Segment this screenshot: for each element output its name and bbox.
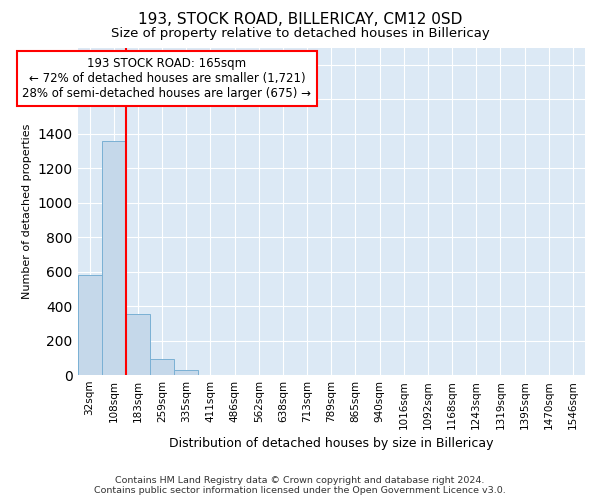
X-axis label: Distribution of detached houses by size in Billericay: Distribution of detached houses by size … [169, 437, 494, 450]
Bar [174, 370, 199, 375]
Text: Contains public sector information licensed under the Open Government Licence v3: Contains public sector information licen… [94, 486, 506, 495]
Y-axis label: Number of detached properties: Number of detached properties [22, 124, 32, 299]
Text: Contains HM Land Registry data © Crown copyright and database right 2024.: Contains HM Land Registry data © Crown c… [115, 476, 485, 485]
Text: 193, STOCK ROAD, BILLERICAY, CM12 0SD: 193, STOCK ROAD, BILLERICAY, CM12 0SD [138, 12, 462, 28]
Bar [77, 275, 102, 375]
Text: Size of property relative to detached houses in Billericay: Size of property relative to detached ho… [110, 28, 490, 40]
Bar [150, 359, 174, 375]
Bar [126, 314, 150, 375]
Bar [102, 142, 126, 375]
Text: 193 STOCK ROAD: 165sqm
← 72% of detached houses are smaller (1,721)
28% of semi-: 193 STOCK ROAD: 165sqm ← 72% of detached… [22, 57, 311, 100]
